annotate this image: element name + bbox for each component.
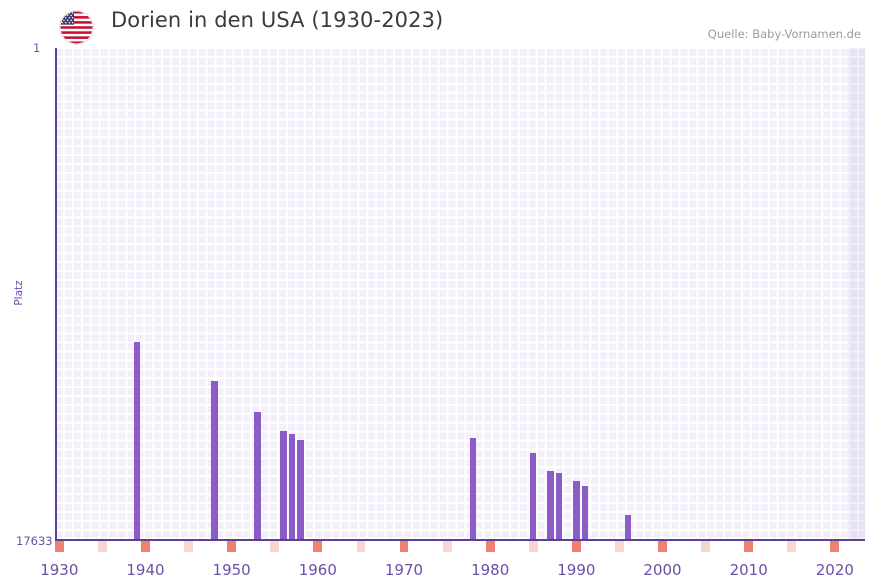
halfdecade-tick-mark: [356, 541, 366, 552]
bar: [573, 481, 580, 540]
halfdecade-tick-mark: [615, 541, 624, 552]
halfdecade-tick-mark: [528, 541, 538, 552]
halfdecade-tick-mark: [270, 541, 280, 552]
y-axis-top-label: 1: [33, 41, 41, 55]
decade-tick-mark: [141, 541, 150, 552]
x-axis-tick-label: 1980: [471, 561, 510, 579]
halfdecade-tick-mark: [787, 541, 797, 552]
bar: [530, 452, 537, 540]
plot-gridlines: [55, 48, 865, 540]
bar: [211, 380, 218, 540]
y-axis-line: [55, 48, 57, 541]
us-flag-icon: [60, 11, 93, 44]
decade-tick-mark: [485, 541, 495, 552]
x-axis-tick-label: 1960: [298, 561, 337, 579]
x-axis-tick-label: 2020: [815, 561, 854, 579]
bar: [624, 515, 632, 540]
source-attribution: Quelle: Baby-Vornamen.de: [707, 27, 861, 41]
halfdecade-tick-mark: [442, 541, 452, 552]
x-axis-tick-label: 2000: [643, 561, 682, 579]
x-axis-line: [55, 539, 865, 541]
y-axis-bottom-label: 17633: [16, 534, 53, 548]
x-axis-tick-label: 1970: [384, 561, 424, 579]
x-axis-tick-label: 1930: [40, 561, 79, 579]
plot-area: [55, 48, 865, 540]
bar: [133, 342, 141, 540]
bar: [469, 438, 477, 540]
page-title: Dorien in den USA (1930-2023): [111, 8, 444, 32]
decade-tick-mark: [658, 541, 667, 552]
decade-tick-mark: [744, 541, 754, 552]
decade-tick-mark: [227, 541, 237, 552]
chart-header: Dorien in den USA (1930-2023) Quelle: Ba…: [0, 0, 873, 48]
bar: [581, 486, 589, 540]
x-axis-tick-label: 1990: [557, 561, 596, 579]
bar: [254, 411, 261, 540]
x-axis-tick-label: 1940: [126, 561, 165, 579]
halfdecade-tick-mark: [701, 541, 711, 552]
decade-tick-mark: [830, 541, 840, 552]
bar: [297, 440, 304, 540]
x-axis-tick-label: 2010: [729, 561, 768, 579]
decade-tick-mark: [313, 541, 323, 552]
bar: [288, 434, 296, 540]
x-axis-tick-label: 1950: [212, 561, 251, 579]
halfdecade-tick-mark: [97, 541, 107, 552]
decade-tick-mark: [399, 541, 409, 552]
x-axis-tick-strip: [55, 541, 865, 552]
decade-tick-mark: [55, 541, 64, 552]
halfdecade-tick-mark: [184, 541, 194, 552]
bar: [547, 470, 554, 540]
decade-tick-mark: [571, 541, 581, 552]
y-axis-title: Platz: [13, 280, 25, 306]
bar-series: [55, 48, 865, 540]
bar: [280, 431, 287, 540]
bar: [555, 473, 563, 540]
